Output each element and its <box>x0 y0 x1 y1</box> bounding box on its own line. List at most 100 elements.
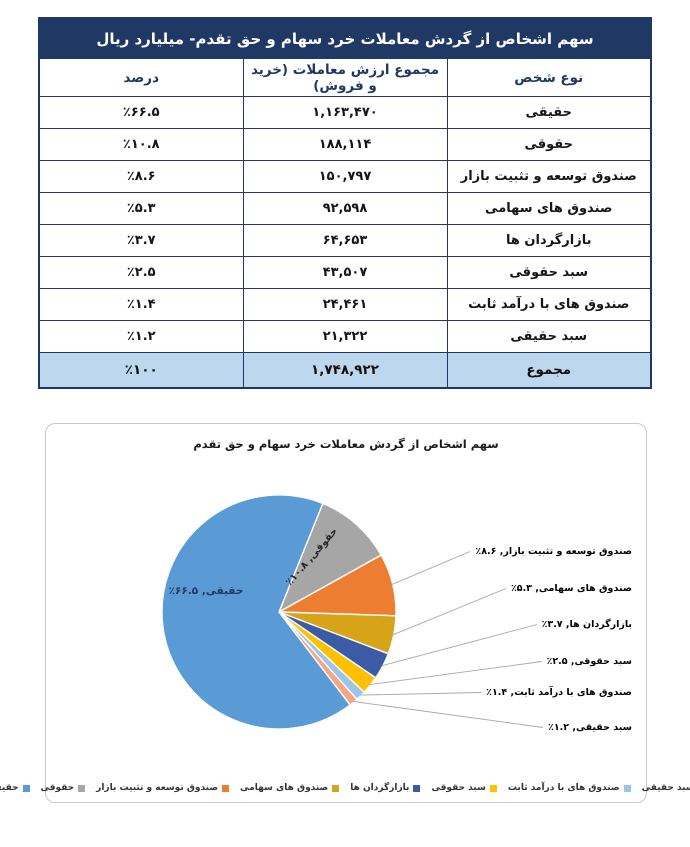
table-row: حقیقی ۱,۱۶۳,۴۷۰ ٪۶۶.۵ <box>38 96 652 129</box>
slice-percent: ٪۳.۷ <box>541 619 563 630</box>
chart-area: سهم اشخاص از گردش معاملات خرد سهام و حق … <box>0 423 690 803</box>
label-separator: , <box>531 583 539 594</box>
pie-slice-haghighi <box>161 494 352 730</box>
slice-percent: ٪۱.۴ <box>486 687 508 698</box>
legend-swatch-sabad-hoghooghi <box>489 784 497 792</box>
legend-item-fixed-income-funds: صندوق های با درآمد ثابت <box>508 783 631 793</box>
leader-line-fixed-income-funds <box>359 692 482 696</box>
table-row: صندوق های سهامی ۹۲,۵۹۸ ٪۵.۳ <box>38 192 652 225</box>
table-title: سهم اشخاص از گردش معاملات خرد سهام و حق … <box>38 17 652 59</box>
table-header-row: نوع شخص مجموع ارزش معاملات (خرید و فروش)… <box>38 58 652 97</box>
slice-percent: ٪۶۶.۵ <box>168 585 199 597</box>
legend-swatch-tosee-tasbit-fund <box>222 784 230 792</box>
legend-label-tosee-tasbit-fund: صندوق توسعه و تثبیت بازار <box>96 783 219 793</box>
leader-line-tosee-tasbit-fund <box>391 551 471 586</box>
value-cell: ۴۳,۵۰۷ <box>242 256 448 289</box>
value-cell: ۱,۱۶۳,۴۷۰ <box>242 96 448 129</box>
slice-name: حقیقی <box>205 585 244 597</box>
label-separator: , <box>569 722 576 733</box>
col-header-percent: درصد <box>38 58 244 97</box>
percent-cell: ٪۳.۷ <box>38 224 244 257</box>
total-percent-cell: ٪۱۰۰ <box>38 352 244 389</box>
label-separator: , <box>567 656 575 667</box>
leader-line-market-makers <box>381 624 538 667</box>
table-row: سبد حقیقی ۲۱,۳۲۲ ٪۱.۲ <box>38 320 652 353</box>
pie-slice-hoghooghi <box>277 502 383 614</box>
data-table: سهم اشخاص از گردش معاملات خرد سهام و حق … <box>38 17 652 389</box>
legend-item-haghighi: حقیقی <box>0 783 30 793</box>
legend-swatch-fixed-income-funds <box>623 784 631 792</box>
value-cell: ۲۱,۳۲۲ <box>242 320 448 353</box>
table-row: صندوق های با درآمد ثابت ۲۴,۴۶۱ ٪۱.۴ <box>38 288 652 321</box>
slice-percent: ٪۵.۳ <box>510 583 532 594</box>
legend-swatch-hoghooghi <box>78 784 86 792</box>
legend-swatch-market-makers <box>413 784 421 792</box>
person-type-cell: سبد حقیقی <box>446 320 652 353</box>
percent-cell: ٪۵.۳ <box>38 192 244 225</box>
value-cell: ۱۵۰,۷۹۷ <box>242 160 448 193</box>
slice-percent: ٪۸.۶ <box>475 546 497 557</box>
pie-callout-sabad-hoghooghi: سبد حقوقی, ٪۲.۵ <box>547 656 632 667</box>
legend-label-haghighi: حقیقی <box>0 783 19 793</box>
person-type-cell: بازارگردان ها <box>446 224 652 257</box>
pie-callout-fixed-income-funds: صندوق های با درآمد ثابت, ٪۱.۴ <box>486 687 632 698</box>
chart-title: سهم اشخاص از گردش معاملات خرد سهام و حق … <box>193 437 499 451</box>
person-type-cell: صندوق های سهامی <box>446 192 652 225</box>
col-header-value: مجموع ارزش معاملات (خرید و فروش) <box>242 58 448 97</box>
legend-item-sabad-haghighi: سبد حقیقی <box>642 783 690 793</box>
leader-line-equity-funds <box>392 588 507 636</box>
slice-percent: ٪۲.۵ <box>546 656 568 667</box>
table-row: بازارگردان ها ۶۴,۶۵۳ ٪۳.۷ <box>38 224 652 257</box>
total-label-cell: مجموع <box>446 352 652 389</box>
legend-item-sabad-hoghooghi: سبد حقوقی <box>431 783 497 793</box>
person-type-cell: صندوق توسعه و تثبیت بازار <box>446 160 652 193</box>
percent-cell: ٪۱.۴ <box>38 288 244 321</box>
label-separator: , <box>496 546 504 557</box>
legend-item-hoghooghi: حقوقی <box>41 783 86 793</box>
legend-swatch-haghighi <box>22 784 30 792</box>
leader-line-sabad-hoghooghi <box>369 661 543 686</box>
value-cell: ۱۸۸,۱۱۴ <box>242 128 448 161</box>
label-separator: , <box>507 687 515 698</box>
person-type-cell: حقوقی <box>446 128 652 161</box>
legend-label-sabad-haghighi: سبد حقیقی <box>641 783 690 793</box>
legend-item-market-makers: بازارگردان ها <box>350 783 421 793</box>
slice-name: صندوق های با درآمد ثابت <box>514 687 632 698</box>
slice-name: سبد حقیقی <box>575 722 632 733</box>
table-row: صندوق توسعه و تثبیت بازار ۱۵۰,۷۹۷ ٪۸.۶ <box>38 160 652 193</box>
pie-callout-equity-funds: صندوق های سهامی, ٪۵.۳ <box>511 583 632 594</box>
percent-cell: ٪۱.۲ <box>38 320 244 353</box>
slice-name: صندوق های سهامی <box>538 583 632 594</box>
percent-cell: ٪۶۶.۵ <box>38 96 244 129</box>
legend-label-market-makers: بازارگردان ها <box>350 783 410 793</box>
chart-legend: سبد حقیقی صندوق های با درآمد ثابت سبد حقوق… <box>0 783 690 793</box>
label-separator: , <box>198 585 206 597</box>
total-value-cell: ۱,۷۴۸,۹۲۲ <box>242 352 448 389</box>
pie-callout-tosee-tasbit-fund: صندوق توسعه و تثبیت بازار, ٪۸.۶ <box>475 546 632 557</box>
table-row: سبد حقوقی ۴۳,۵۰۷ ٪۲.۵ <box>38 256 652 289</box>
legend-label-equity-funds: صندوق های سهامی <box>240 783 329 793</box>
legend-label-hoghooghi: حقوقی <box>40 783 75 793</box>
table-total-row: مجموع ۱,۷۴۸,۹۲۲ ٪۱۰۰ <box>38 352 652 389</box>
label-separator: , <box>562 619 570 630</box>
value-cell: ۲۴,۴۶۱ <box>242 288 448 321</box>
table-row: حقوقی ۱۸۸,۱۱۴ ٪۱۰.۸ <box>38 128 652 161</box>
person-type-cell: سبد حقوقی <box>446 256 652 289</box>
col-header-type: نوع شخص <box>446 58 652 97</box>
pie-chart <box>161 494 544 730</box>
slice-name: بازارگردان ها <box>569 619 632 630</box>
value-cell: ۶۴,۶۵۳ <box>242 224 448 257</box>
slice-percent: ٪۱.۲ <box>548 722 570 733</box>
data-table-section: سهم اشخاص از گردش معاملات خرد سهام و حق … <box>38 17 652 389</box>
legend-item-tosee-tasbit-fund: صندوق توسعه و تثبیت بازار <box>96 783 230 793</box>
legend-swatch-equity-funds <box>332 784 340 792</box>
legend-label-fixed-income-funds: صندوق های با درآمد ثابت <box>507 783 620 793</box>
person-type-cell: صندوق های با درآمد ثابت <box>446 288 652 321</box>
leader-line-sabad-haghighi <box>352 700 544 728</box>
pie-inside-label-haghighi: حقیقی, ٪۶۶.۵ <box>169 585 244 597</box>
value-cell: ۹۲,۵۹۸ <box>242 192 448 225</box>
slice-name: صندوق توسعه و تثبیت بازار <box>503 546 632 557</box>
legend-label-sabad-hoghooghi: سبد حقوقی <box>431 783 486 793</box>
pie-callout-sabad-haghighi: سبد حقیقی, ٪۱.۲ <box>548 722 632 733</box>
